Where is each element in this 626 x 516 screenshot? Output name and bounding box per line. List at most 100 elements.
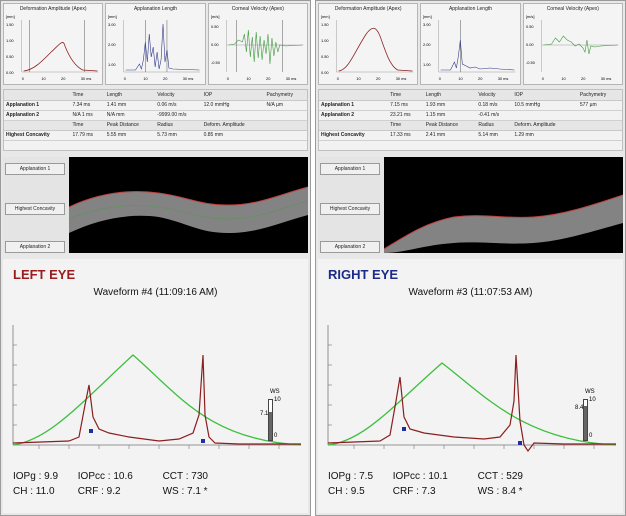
svg-text:0.00: 0.00 xyxy=(526,42,534,47)
svg-text:[m/s]: [m/s] xyxy=(211,14,220,19)
svg-text:2.00: 2.00 xyxy=(423,42,431,47)
ch-value: CH : 9.5 xyxy=(328,486,365,497)
svg-text:0.50: 0.50 xyxy=(526,24,534,29)
svg-text:20: 20 xyxy=(266,76,271,81)
svg-text:20: 20 xyxy=(163,76,168,81)
svg-text:30 ms: 30 ms xyxy=(396,76,407,81)
chart-title: Corneal Velocity (Apex) xyxy=(546,6,599,12)
table-header-row: Time Length Velocity IOP Pachymetry xyxy=(319,90,622,101)
ch-value: CH : 11.0 xyxy=(13,486,55,497)
corneal-velocity-chart: Corneal Velocity (Apex) [m/s] 0.50 0.00 … xyxy=(207,3,308,85)
svg-text:0.00: 0.00 xyxy=(6,70,14,75)
applanation-length-chart: Applanation Length [mm] 3.00 2.00 1.00 0… xyxy=(105,3,206,85)
cct-value: CCT : 730 xyxy=(162,471,208,482)
svg-text:0: 0 xyxy=(541,76,544,81)
table-row: Applanation 1 7.34 ms 1.41 mm 0.06 m/s 12.0 … xyxy=(4,100,307,111)
waveform-panel: RIGHT EYE Waveform #3 (11:07:53 AM) WS 1… xyxy=(318,259,623,513)
svg-text:-0.50: -0.50 xyxy=(211,60,221,65)
svg-text:30 ms: 30 ms xyxy=(498,76,509,81)
scheimpflug-image-area: Applanation 1 Highest Concavity Applanat… xyxy=(318,157,624,253)
deformation-amplitude-chart: Deformation Amplitude (Apex) [mm] 1.50 1… xyxy=(318,3,419,85)
applanation-1-button[interactable]: Applanation 1 xyxy=(320,163,380,175)
chart-title: Deformation Amplitude (Apex) xyxy=(19,6,87,12)
svg-text:3.00: 3.00 xyxy=(108,22,116,27)
eye-title: RIGHT EYE xyxy=(328,267,399,282)
chart-title: Corneal Velocity (Apex) xyxy=(231,6,284,12)
svg-text:0.50: 0.50 xyxy=(211,24,219,29)
measurement-table: Time Length Velocity IOP Pachymetry Applanat… xyxy=(3,89,308,151)
applanation-1-button[interactable]: Applanation 1 xyxy=(5,163,65,175)
svg-text:3.00: 3.00 xyxy=(423,22,431,27)
waveform-plot xyxy=(324,305,620,475)
svg-text:0: 0 xyxy=(226,76,229,81)
svg-text:10: 10 xyxy=(144,76,149,81)
svg-text:1.00: 1.00 xyxy=(6,38,14,43)
svg-text:[m/s]: [m/s] xyxy=(526,14,535,19)
svg-text:1.50: 1.50 xyxy=(6,22,14,27)
highest-concavity-button[interactable]: Highest Concavity xyxy=(320,203,380,215)
svg-text:0.50: 0.50 xyxy=(321,54,329,59)
svg-text:[mm]: [mm] xyxy=(423,14,432,19)
svg-text:-0.50: -0.50 xyxy=(526,60,536,65)
svg-text:20: 20 xyxy=(478,76,483,81)
ws-value: WS : 7.1 * xyxy=(162,486,208,497)
table-header-row: Time Peak Distance Radius Deform. Amplitude xyxy=(4,120,307,131)
svg-text:30 ms: 30 ms xyxy=(183,76,194,81)
svg-text:30 ms: 30 ms xyxy=(600,76,611,81)
svg-text:0.00: 0.00 xyxy=(321,70,329,75)
svg-text:10: 10 xyxy=(41,76,46,81)
crf-value: CRF : 7.3 xyxy=(392,486,436,497)
ws-value: WS : 8.4 * xyxy=(477,486,523,497)
svg-text:0.00: 0.00 xyxy=(211,42,219,47)
svg-text:30 ms: 30 ms xyxy=(81,76,92,81)
svg-text:[mm]: [mm] xyxy=(321,14,330,19)
chart-title: Deformation Amplitude (Apex) xyxy=(334,6,402,12)
cornea-scan-image xyxy=(68,157,309,253)
scheimpflug-image-area: Applanation 1 Highest Concavity Applanat… xyxy=(3,157,309,253)
ws-scale: WS 10 7.1 0 xyxy=(260,389,281,441)
svg-text:10: 10 xyxy=(246,76,251,81)
waveform-panel: LEFT EYE Waveform #4 (11:09:16 AM) WS 10… xyxy=(3,259,308,513)
applanation-2-button[interactable]: Applanation 2 xyxy=(5,241,65,253)
measurement-table: Time Length Velocity IOP Pachymetry Applanat… xyxy=(318,89,623,151)
table-header-row: Time Peak Distance Radius Deform. Amplitude xyxy=(319,120,622,131)
table-row: Highest Concavity 17.79 ms 5.55 mm 5.73 mm 0… xyxy=(4,130,307,141)
applanation-length-chart: Applanation Length [mm] 3.00 2.00 1.00 0… xyxy=(420,3,521,85)
iopg-value: IOPg : 9.9 xyxy=(13,471,59,482)
applanation-2-button[interactable]: Applanation 2 xyxy=(320,241,380,253)
svg-text:20: 20 xyxy=(581,76,586,81)
crf-value: CRF : 9.2 xyxy=(77,486,121,497)
iopg-value: IOPg : 7.5 xyxy=(328,471,374,482)
svg-text:10: 10 xyxy=(356,76,361,81)
svg-text:2.00: 2.00 xyxy=(108,42,116,47)
svg-text:0: 0 xyxy=(337,76,340,81)
svg-text:1.00: 1.00 xyxy=(321,38,329,43)
deformation-amplitude-chart: Deformation Amplitude (Apex) [mm] 1.50 1… xyxy=(3,3,104,85)
svg-text:10: 10 xyxy=(561,76,566,81)
svg-text:20: 20 xyxy=(376,76,381,81)
waveform-plot xyxy=(9,305,305,475)
measurement-readout: IOPg : 7.5 IOPcc : 10.1 CCT : 529 CH : 9… xyxy=(328,469,523,499)
cct-value: CCT : 529 xyxy=(477,471,523,482)
measurement-readout: IOPg : 9.9 IOPcc : 10.6 CCT : 730 CH : 1… xyxy=(13,469,208,499)
table-row: Applanation 2 N/A 1 ms N/A mm -9999.00 m/s xyxy=(4,110,307,121)
svg-text:10: 10 xyxy=(459,76,464,81)
svg-text:30 ms: 30 ms xyxy=(285,76,296,81)
table-row: Applanation 1 7.15 ms 1.93 mm 0.18 m/s 10.5 … xyxy=(319,100,622,111)
svg-text:0.50: 0.50 xyxy=(6,54,14,59)
table-header-row: Time Length Velocity IOP Pachymetry xyxy=(4,90,307,101)
chart-title: Applanation Length xyxy=(133,6,178,12)
iopcc-value: IOPcc : 10.6 xyxy=(77,471,133,482)
right-eye-panel: Deformation Amplitude (Apex) [mm] 1.50 1… xyxy=(315,0,626,516)
svg-text:1.00: 1.00 xyxy=(423,62,431,67)
svg-text:[mm]: [mm] xyxy=(108,14,117,19)
left-eye-panel: Deformation Amplitude (Apex) [mm] 1.50 1… xyxy=(0,0,311,516)
svg-text:1.00: 1.00 xyxy=(108,62,116,67)
mini-charts-row: Deformation Amplitude (Apex) [mm] 1.50 1… xyxy=(3,3,308,85)
waveform-title: Waveform #3 (11:07:53 AM) xyxy=(408,287,533,298)
ws-scale: WS 10 8.4 0 xyxy=(575,389,596,441)
iopcc-value: IOPcc : 10.1 xyxy=(392,471,448,482)
highest-concavity-button[interactable]: Highest Concavity xyxy=(5,203,65,215)
svg-text:[mm]: [mm] xyxy=(6,14,15,19)
svg-text:20: 20 xyxy=(61,76,66,81)
